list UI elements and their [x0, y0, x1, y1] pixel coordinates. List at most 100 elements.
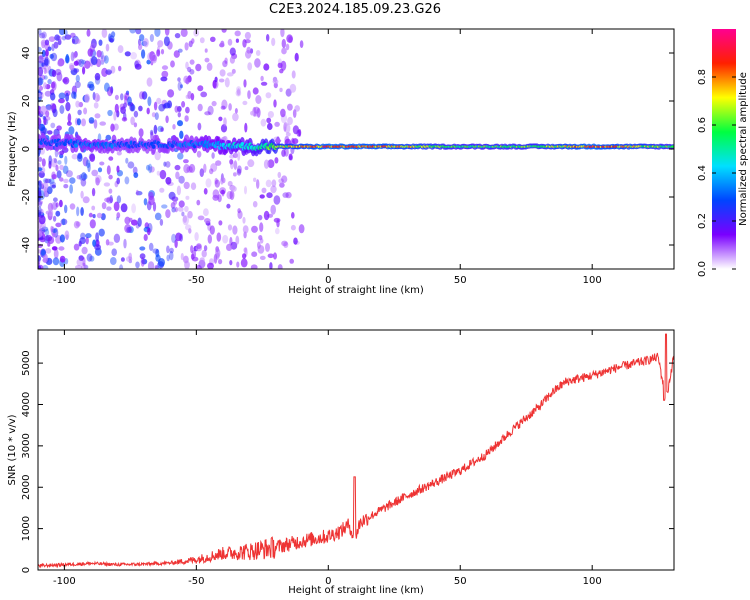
noise-blob [226, 72, 234, 77]
noise-blob [153, 124, 158, 135]
noise-blob [48, 36, 56, 42]
noise-blob [259, 222, 264, 233]
noise-blob [45, 116, 51, 121]
noise-blob [197, 122, 202, 131]
noise-blob [38, 123, 46, 131]
noise-blob [185, 195, 190, 200]
noise-blob [177, 48, 183, 53]
y-tick-label: 2000 [21, 475, 32, 500]
noise-blob [291, 70, 296, 79]
noise-blob [252, 87, 259, 95]
noise-blob [93, 119, 98, 129]
noise-blob [143, 198, 148, 206]
spectrogram-xlabel: Height of straight line (km) [288, 285, 424, 296]
noise-blob [59, 105, 65, 114]
noise-blob [237, 165, 242, 174]
noise-blob [99, 161, 105, 166]
noise-blob [77, 109, 82, 116]
x-tick-label: -50 [188, 576, 204, 587]
y-tick-label: -20 [21, 189, 32, 205]
noise-blob [251, 251, 258, 257]
noise-blob [173, 199, 178, 205]
noise-blob [279, 87, 283, 93]
noise-blob [159, 187, 165, 193]
noise-blob [38, 55, 44, 64]
noise-blob [118, 65, 122, 72]
noise-blob [108, 174, 113, 180]
noise-blob [164, 29, 170, 36]
noise-blob [218, 78, 225, 83]
noise-blob [139, 34, 145, 42]
noise-blob [229, 260, 233, 266]
noise-blob [61, 218, 66, 226]
snr-xlabel: Height of straight line (km) [288, 585, 424, 596]
noise-blob [176, 185, 181, 196]
spectrogram-panel: -100 -50 0 50 100 -40 -20 0 20 40 Height of stra… [7, 28, 749, 296]
noise-blob [79, 174, 83, 181]
noise-blob [147, 52, 154, 62]
noise-blob [140, 257, 145, 267]
noise-blob [190, 182, 197, 190]
noise-blob [57, 160, 62, 165]
noise-blob [235, 235, 240, 245]
noise-blob [38, 196, 41, 202]
noise-blob [78, 255, 84, 261]
noise-blob [187, 66, 192, 73]
noise-blob [44, 39, 50, 46]
noise-blob [222, 60, 228, 68]
noise-blob [257, 241, 261, 249]
noise-blob [49, 103, 57, 110]
noise-blob [203, 188, 208, 195]
noise-blob [284, 122, 288, 127]
noise-blob [101, 202, 107, 210]
noise-blob [107, 109, 113, 117]
noise-blob [220, 105, 226, 110]
noise-blob [89, 83, 95, 91]
noise-blob [259, 255, 266, 260]
noise-blob [242, 216, 246, 224]
noise-blob [203, 245, 208, 252]
noise-blob [75, 221, 81, 227]
noise-blob [234, 108, 238, 114]
noise-blob [38, 105, 42, 115]
noise-blob [207, 234, 212, 244]
noise-blob [263, 159, 270, 169]
noise-blob [196, 150, 202, 158]
noise-blob [47, 130, 53, 135]
ridge-core [670, 145, 674, 148]
noise-blob [110, 257, 117, 265]
noise-blob [116, 165, 120, 173]
noise-blob [181, 101, 186, 108]
noise-blob [98, 228, 105, 237]
noise-blob [76, 175, 82, 180]
noise-blob [180, 29, 188, 37]
noise-blob [210, 163, 218, 172]
noise-blob [260, 75, 264, 82]
y-tick-label: 20 [21, 95, 32, 108]
noise-blob [281, 240, 288, 247]
noise-blob [128, 252, 132, 261]
noise-blob [38, 123, 41, 130]
noise-blob [196, 264, 202, 269]
noise-blob [67, 113, 72, 123]
noise-blob [129, 29, 137, 34]
noise-blob [42, 115, 46, 120]
noise-blob [38, 60, 43, 69]
noise-blob [39, 225, 46, 231]
noise-blob [44, 186, 48, 197]
noise-blob [43, 253, 48, 263]
noise-blob [38, 255, 42, 262]
noise-blob [215, 160, 222, 166]
noise-blob [210, 36, 216, 42]
noise-blob [43, 75, 48, 80]
noise-blob [109, 195, 113, 204]
noise-blob [292, 138, 299, 145]
noise-blob [251, 225, 258, 233]
noise-blob [212, 80, 219, 89]
noise-blob [81, 246, 88, 255]
noise-blob [45, 49, 49, 57]
noise-blob [281, 175, 288, 183]
noise-blob [160, 127, 164, 132]
ridge-core [240, 141, 245, 147]
noise-blob [38, 209, 41, 218]
